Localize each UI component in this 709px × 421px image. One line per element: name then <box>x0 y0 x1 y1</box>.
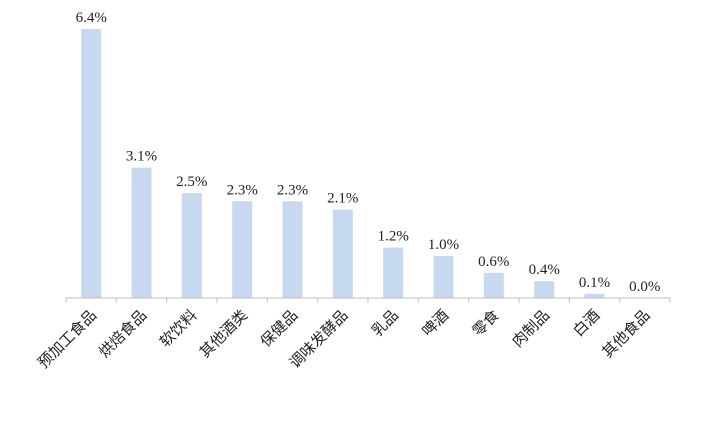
x-axis <box>65 297 671 303</box>
data-label: 6.4% <box>76 10 107 26</box>
data-label: 2.1% <box>327 191 358 207</box>
x-tick-label: 肉制品 <box>508 306 553 351</box>
data-label: 2.3% <box>277 182 308 198</box>
bars-group <box>81 29 605 298</box>
x-tick-label: 烘焙食品 <box>95 306 150 361</box>
x-tick-label: 保健品 <box>257 306 302 351</box>
value-labels-group: 6.4% 3.1% 2.5% 2.3% 2.3% 2.1% 1.2% 1.0% 0.6% 0.4%… <box>76 10 661 295</box>
bar <box>433 256 454 298</box>
bar <box>81 29 102 298</box>
x-tick-label: 预加工食品 <box>34 306 100 372</box>
bar <box>282 201 303 298</box>
data-label: 0.6% <box>478 254 509 270</box>
x-tick-label: 白酒 <box>569 306 603 340</box>
bar <box>181 192 202 298</box>
x-tick-label: 其他酒类 <box>196 306 251 361</box>
x-tick-label: 其他食品 <box>598 306 653 361</box>
bar <box>332 209 353 298</box>
bar <box>584 293 605 298</box>
data-label: 0.1% <box>579 275 610 291</box>
bar <box>131 167 152 298</box>
bar <box>383 247 404 298</box>
data-label: 0.4% <box>529 262 560 278</box>
x-tick-label: 零食 <box>469 306 503 340</box>
data-label: 2.3% <box>227 182 258 198</box>
x-tick-label: 啤酒 <box>418 306 452 340</box>
data-label: 1.2% <box>378 229 409 245</box>
data-label: 3.1% <box>126 149 157 165</box>
x-tick-label: 软饮料 <box>156 306 201 351</box>
x-tick-label: 乳品 <box>368 306 402 340</box>
bar <box>534 281 555 298</box>
data-label: 1.0% <box>428 237 459 253</box>
bar <box>483 272 504 298</box>
bar <box>232 201 253 298</box>
data-label: 0.0% <box>629 279 660 295</box>
data-label: 2.5% <box>176 174 207 190</box>
